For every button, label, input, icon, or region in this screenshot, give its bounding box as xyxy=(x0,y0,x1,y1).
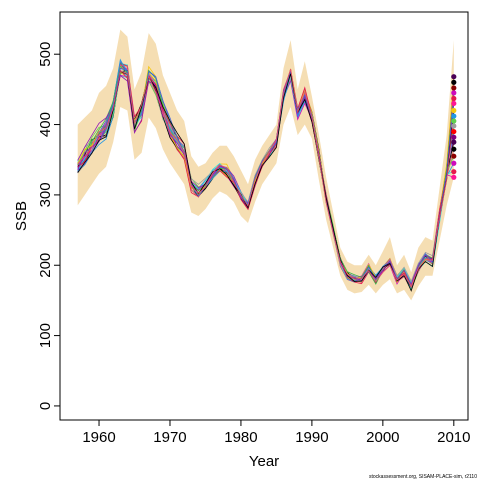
final-year-point xyxy=(451,85,457,91)
series-line xyxy=(77,70,455,292)
final-year-point xyxy=(451,134,457,140)
final-year-point xyxy=(451,118,457,124)
confidence-band xyxy=(77,29,454,301)
final-year-point xyxy=(451,169,457,175)
final-year-point xyxy=(451,90,457,96)
x-axis-title: Year xyxy=(249,453,279,470)
final-year-point xyxy=(451,160,457,166)
series-line xyxy=(77,68,455,287)
series-group xyxy=(77,29,455,301)
y-tick-label: 100 xyxy=(37,323,54,348)
final-year-point xyxy=(451,146,457,152)
y-tick-label: 500 xyxy=(37,42,54,67)
axes: 1960 1970 1980 1990 2000 2010 0 100 200 300 400 500 xyxy=(37,42,471,446)
x-tick-label: 1990 xyxy=(295,429,328,446)
final-year-point xyxy=(451,123,457,129)
final-year-point xyxy=(451,95,457,102)
y-tick-label: 300 xyxy=(37,182,54,207)
x-tick-label: 2000 xyxy=(366,429,399,446)
final-year-point xyxy=(451,100,457,107)
credit-text: stockassessment.org, SISAM-PLACE-sim, r2… xyxy=(369,474,477,480)
final-year-point xyxy=(451,74,457,80)
y-tick-label: 400 xyxy=(37,112,54,137)
x-tick-label: 1970 xyxy=(153,429,186,446)
y-tick-label: 0 xyxy=(37,402,54,410)
final-year-point xyxy=(451,139,457,145)
final-year-point xyxy=(451,107,457,114)
y-axis-title: SSB xyxy=(13,201,30,231)
final-year-point xyxy=(451,174,457,180)
x-tick-label: 1980 xyxy=(224,429,257,446)
final-year-point xyxy=(451,113,457,119)
x-tick-label: 1960 xyxy=(82,429,115,446)
final-year-point xyxy=(451,128,457,135)
plot-frame xyxy=(59,11,469,421)
y-tick-label: 200 xyxy=(37,253,54,278)
plot-area xyxy=(77,29,457,301)
final-year-point xyxy=(451,79,457,85)
final-year-point xyxy=(451,153,457,159)
x-tick-label: 2010 xyxy=(437,429,470,446)
